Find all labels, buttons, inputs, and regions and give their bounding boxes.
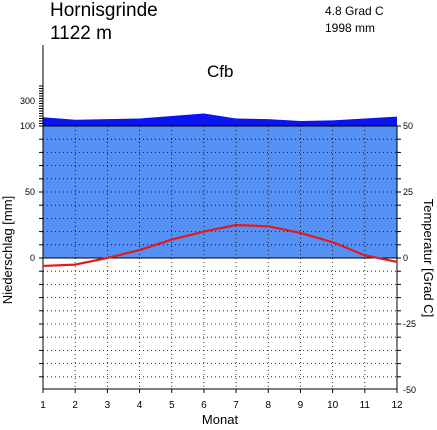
precipitation-excess-fill [43,113,397,126]
station-elevation: 1122 m [50,23,112,44]
x-tick-label-7: 7 [233,400,239,411]
x-tick-label-3: 3 [105,400,111,411]
annual-precipitation: 1998 mm [325,21,375,35]
x-tick-label-4: 4 [137,400,143,411]
temp-point-5 [170,238,173,241]
x-tick-label-9: 9 [298,400,304,411]
temp-point-9 [299,232,302,234]
right-tick-label-25: 25 [403,187,413,197]
temp-point-4 [138,249,141,251]
x-tick-label-5: 5 [169,400,175,411]
temp-point-6 [203,230,205,233]
temp-point-12 [396,261,398,263]
left-tick-label-300: 300 [20,96,35,106]
climate-class: Cfb [207,62,233,81]
x-tick-label-8: 8 [265,400,271,411]
x-tick-label-6: 6 [201,400,207,411]
x-tick-label-10: 10 [327,400,339,411]
left-tick-label-0: 0 [30,253,35,263]
right-tick-label-50: 50 [403,121,413,131]
temp-point-3 [106,257,109,259]
grid-lines [43,125,397,389]
x-tick-label-11: 11 [360,400,371,411]
x-tick-label-1: 1 [40,400,46,411]
temperature-line-group [42,223,398,268]
x-axis-label: Monat [202,412,239,427]
temp-point-11 [364,254,366,257]
mean-temperature: 4.8 Grad C [325,4,384,18]
temp-point-7 [235,224,237,226]
right-tick-label--50: -50 [403,385,416,395]
right-tick-label-0: 0 [403,253,408,263]
x-tick-label-2: 2 [72,400,78,411]
left-tick-label-100: 100 [20,121,35,131]
temperature-line [42,223,398,268]
temp-point-2 [74,263,76,266]
station-name: Hornisgrinde [50,0,158,21]
precipitation-area [42,113,398,258]
temp-point-1 [42,265,44,267]
temp-point-10 [331,241,334,243]
right-tick-label--25: -25 [403,319,416,329]
y-axis-left-label: Niederschlag [mm] [0,196,15,304]
y-axis-right-label: Temperatur [Grad C] [421,199,436,318]
x-tick-label-12: 12 [391,400,403,411]
left-tick-label-50: 50 [25,187,35,197]
axes [39,45,401,393]
temp-point-8 [267,225,270,228]
